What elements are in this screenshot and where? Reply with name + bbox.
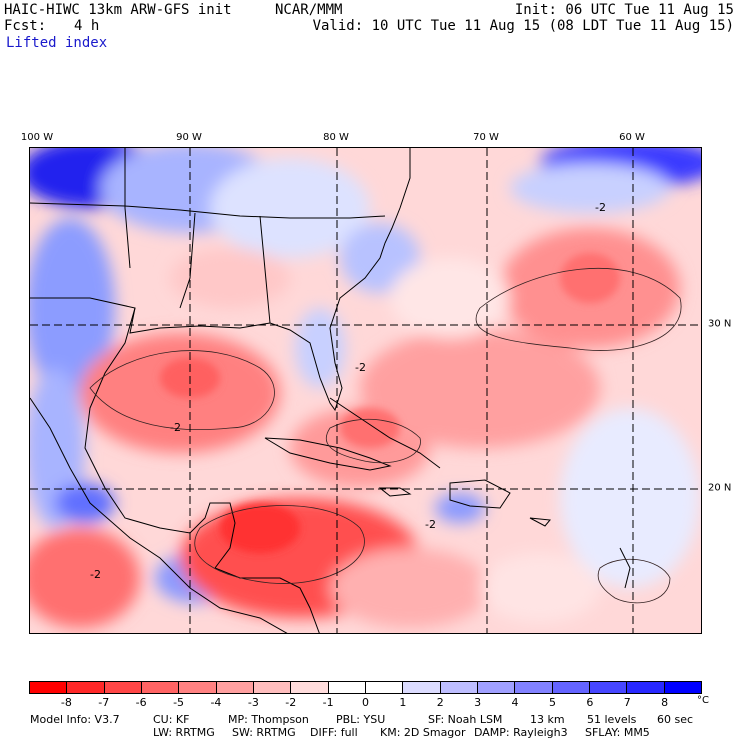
coastlines (30, 148, 631, 633)
map-title: HAIC-HIWC 13km ARW-GFS init (4, 2, 232, 18)
colorbar-segment (552, 682, 590, 693)
lon-label-60w: 60 W (619, 132, 645, 143)
lifted-index-map: -2 -2 -2 -2 -2 (29, 147, 702, 634)
colorbar-segment (179, 682, 217, 693)
colorbar-segment (253, 682, 292, 693)
colorbar-segment (477, 682, 516, 693)
colorbar-segment (664, 682, 701, 693)
contour-label: -2 (355, 361, 366, 374)
microphysics: MP: Thompson (228, 713, 309, 726)
lon-label-90w: 90 W (176, 132, 202, 143)
colorbar-segment (515, 682, 553, 693)
lat-label-20n: 20 N (708, 482, 732, 494)
colorbar-tick-label: 0 (362, 696, 369, 709)
lifted-index-field (30, 148, 701, 628)
colorbar-segment (291, 682, 329, 693)
levels: 51 levels (587, 713, 637, 726)
colorbar-segment (627, 682, 665, 693)
colorbar-tick-label: -6 (135, 696, 147, 709)
convective-pockets (160, 253, 620, 553)
init-time: Init: 06 UTC Tue 11 Aug 15 (514, 2, 734, 18)
colorbar-tick-label: -8 (60, 696, 72, 709)
colorbar (29, 681, 702, 694)
colorbar-segment (104, 682, 142, 693)
colorbar-tick-label: 3 (474, 696, 482, 709)
forecast-hour: 4 h (74, 18, 100, 34)
colorbar-tick-label: 4 (511, 696, 519, 709)
field-name: Lifted index (6, 35, 108, 51)
colorbar-segment (403, 682, 441, 693)
colorbar-tick-label: 5 (548, 696, 556, 709)
shortwave-scheme: SW: RRTMG (232, 726, 296, 739)
lon-label-80w: 80 W (323, 132, 349, 143)
lon-label-70w: 70 W (473, 132, 499, 143)
colorbar-segment (589, 682, 628, 693)
damping: DAMP: Rayleigh3 (474, 726, 568, 739)
colorbar-tick-label: -7 (98, 696, 110, 709)
colorbar-tick-label: -4 (210, 696, 222, 709)
map-canvas: -2 -2 -2 -2 -2 (30, 148, 701, 633)
forecast-label: Fcst: (4, 18, 47, 34)
colorbar-segment (328, 682, 366, 693)
contour-lines (89, 267, 682, 604)
colorbar-segment (440, 682, 478, 693)
organization: NCAR/MMM (275, 2, 343, 18)
contour-label: -2 (425, 518, 436, 531)
valid-time: Valid: 10 UTC Tue 11 Aug 15 (08 LDT Tue … (312, 18, 734, 34)
colorbar-segment (365, 682, 404, 693)
lat-label-30n: 30 N (708, 318, 732, 330)
colorbar-tick-label: -2 (285, 696, 297, 709)
surface-layer: SFLAY: MM5 (585, 726, 650, 739)
lon-label-100w: 100 W (20, 132, 54, 143)
colorbar-segment (141, 682, 180, 693)
contour-label: -2 (90, 568, 101, 581)
colorbar-tick-label: -1 (322, 696, 334, 709)
colorbar-tick-label: -5 (173, 696, 185, 709)
colorbar-segment (216, 682, 254, 693)
colorbar-tick-label: -3 (247, 696, 259, 709)
cumulus-scheme: CU: KF (153, 713, 190, 726)
colorbar-tick-label: 7 (623, 696, 631, 709)
colorbar-segment (30, 682, 68, 693)
lat-lon-grid (30, 148, 701, 633)
colorbar-tick-label: 2 (436, 696, 444, 709)
contour-label: -2 (170, 421, 181, 434)
timestep: 60 sec (657, 713, 694, 726)
colorbar-tick-label: 1 (399, 696, 407, 709)
colorbar-unit: °C (697, 695, 709, 706)
colorbar-tick-label: 6 (586, 696, 594, 709)
colorbar-tick-label: 8 (661, 696, 669, 709)
resolution: 13 km (530, 713, 565, 726)
diffusion: DIFF: full (310, 726, 358, 739)
model-info: Model Info: V3.7 (30, 713, 120, 726)
longwave-scheme: LW: RRTMG (153, 726, 215, 739)
pbl-scheme: PBL: YSU (336, 713, 386, 726)
colorbar-segment (67, 682, 105, 693)
eddy-coefficient: KM: 2D Smagor (380, 726, 466, 739)
contour-label: -2 (595, 201, 606, 214)
surface-scheme: SF: Noah LSM (428, 713, 503, 726)
